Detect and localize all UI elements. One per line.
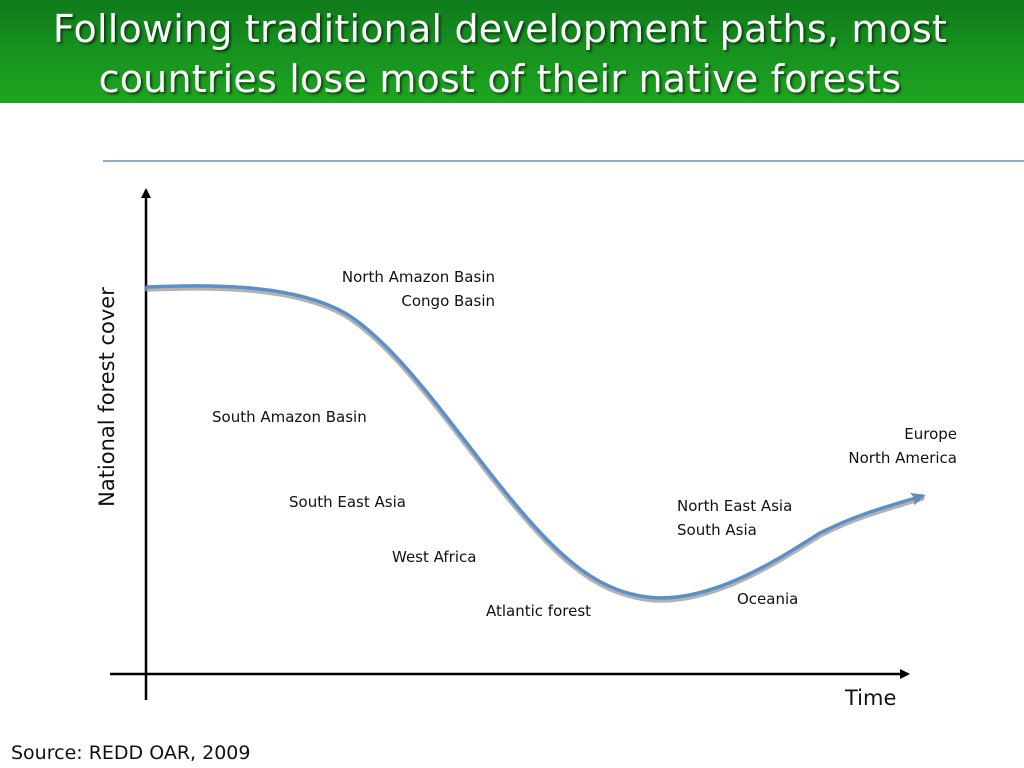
- slide-title-line-2: countries lose most of their native fore…: [98, 57, 902, 101]
- y-axis-label: National forest cover: [95, 287, 119, 507]
- label-oceania: Oceania: [737, 590, 799, 608]
- source-citation: Source: REDD OAR, 2009: [11, 742, 251, 764]
- label-north-east-asia: North East Asia: [677, 497, 793, 515]
- label-south-amazon-basin: South Amazon Basin: [212, 408, 367, 426]
- slide-title: Following traditional development paths,…: [0, 4, 1000, 104]
- label-north-amazon-basin: North Amazon Basin: [341, 268, 495, 286]
- label-congo-basin: Congo Basin: [401, 292, 495, 310]
- title-bar: Following traditional development paths,…: [0, 0, 1024, 103]
- label-north-america: North America: [848, 449, 957, 467]
- label-south-asia: South Asia: [677, 521, 757, 539]
- forest-curve: [145, 284, 922, 600]
- slide-title-line-1: Following traditional development paths,…: [52, 7, 948, 51]
- title-divider: [103, 160, 1024, 162]
- label-atlantic-forest: Atlantic forest: [486, 602, 592, 620]
- label-north-amazon-congo: North Amazon Basin Congo Basin: [320, 265, 495, 313]
- label-asia-group: North East Asia South Asia: [677, 494, 792, 542]
- x-axis-label: Time: [845, 686, 897, 710]
- label-europe-north-america: Europe North America: [800, 422, 957, 470]
- label-west-africa: West Africa: [392, 548, 477, 566]
- label-south-east-asia: South East Asia: [289, 493, 406, 511]
- label-europe: Europe: [904, 425, 957, 443]
